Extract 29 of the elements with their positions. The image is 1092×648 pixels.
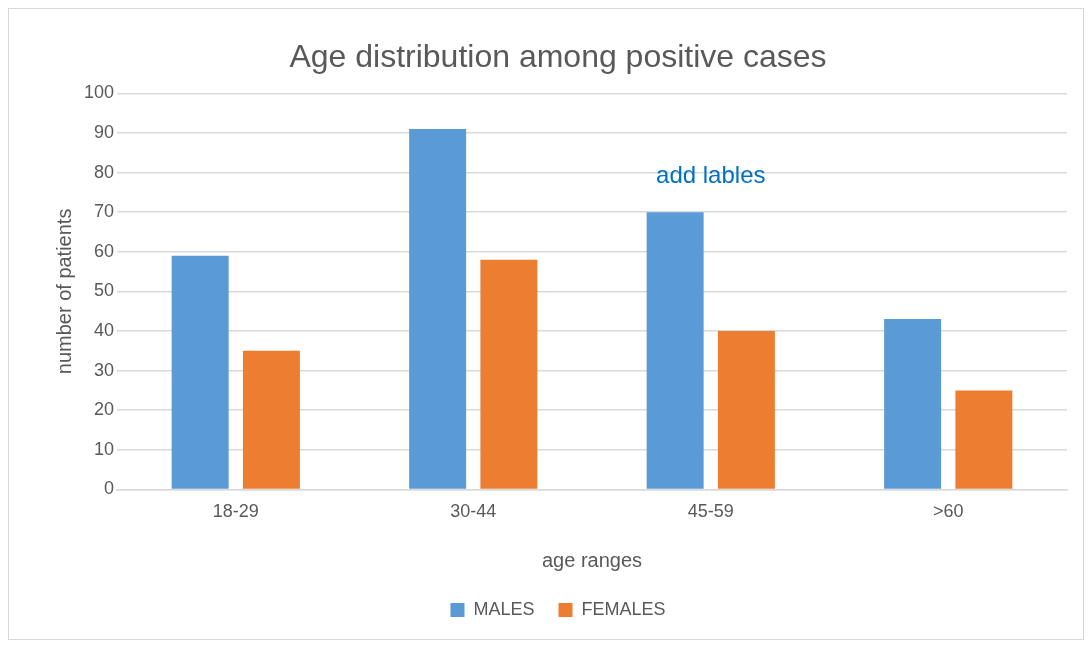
bar bbox=[480, 259, 538, 489]
y-tick-label: 40 bbox=[94, 319, 115, 340]
y-tick-label: 60 bbox=[94, 240, 115, 261]
bar bbox=[955, 390, 1013, 489]
y-tick-label: 70 bbox=[94, 201, 115, 222]
y-axis-title: number of patients bbox=[52, 208, 75, 375]
y-tick-label: 10 bbox=[94, 438, 115, 459]
legend-label: FEMALES bbox=[581, 598, 666, 619]
x-tick-label: 45-59 bbox=[687, 501, 734, 522]
bar bbox=[409, 129, 467, 489]
bar bbox=[242, 350, 300, 489]
bar bbox=[717, 331, 775, 489]
y-tick-label: 50 bbox=[94, 280, 115, 301]
x-tick-label: 30-44 bbox=[450, 501, 497, 522]
bar bbox=[884, 319, 942, 489]
x-axis-title: age ranges bbox=[541, 548, 643, 571]
legend-label: MALES bbox=[473, 598, 535, 619]
y-tick-label: 80 bbox=[94, 161, 115, 182]
bar bbox=[171, 255, 229, 489]
y-tick-label: 0 bbox=[104, 478, 115, 499]
y-tick-label: 20 bbox=[94, 399, 115, 420]
y-tick-label: 30 bbox=[94, 359, 115, 380]
annotation: add lables bbox=[656, 161, 766, 189]
y-tick-label: 100 bbox=[83, 82, 115, 103]
y-tick-label: 90 bbox=[94, 121, 115, 142]
x-tick-label: 18-29 bbox=[212, 501, 259, 522]
x-tick-label: >60 bbox=[932, 501, 964, 522]
bar bbox=[646, 212, 704, 489]
chart-title: Age distribution among positive cases bbox=[289, 38, 827, 75]
